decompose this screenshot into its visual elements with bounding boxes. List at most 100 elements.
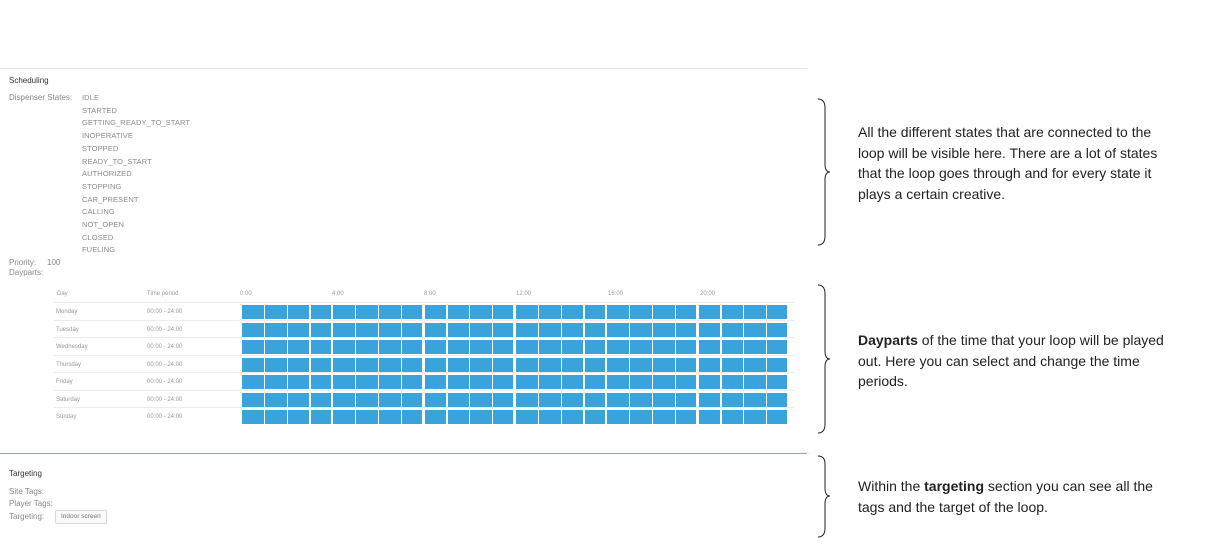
hour-block[interactable] [242, 375, 264, 389]
hour-block[interactable] [561, 357, 584, 372]
hour-block[interactable] [584, 305, 605, 319]
hour-block[interactable] [584, 322, 605, 337]
hour-block[interactable] [493, 375, 514, 389]
hour-block[interactable] [630, 357, 652, 372]
hour-block[interactable] [721, 410, 744, 424]
hour-block[interactable] [630, 392, 652, 407]
hour-block[interactable] [561, 305, 584, 319]
hour-block[interactable] [584, 410, 605, 424]
hour-block[interactable] [744, 305, 767, 319]
hour-block[interactable] [538, 410, 561, 424]
hour-block[interactable] [470, 392, 493, 407]
hour-block[interactable] [493, 357, 514, 372]
hour-block[interactable] [675, 340, 697, 354]
hour-block[interactable] [538, 357, 561, 372]
hour-block[interactable] [744, 340, 767, 354]
hour-block[interactable] [607, 375, 630, 389]
hour-block[interactable] [607, 410, 630, 424]
hour-block[interactable] [333, 375, 356, 389]
targeting-tag[interactable]: Indoor screen [55, 510, 107, 524]
hour-block[interactable] [401, 322, 423, 337]
hour-block[interactable] [242, 392, 264, 407]
hour-block[interactable] [561, 375, 584, 389]
hour-block[interactable] [538, 375, 561, 389]
hour-block[interactable] [447, 305, 470, 319]
hour-block[interactable] [310, 322, 331, 337]
hour-block[interactable] [356, 305, 378, 319]
hour-block[interactable] [470, 340, 493, 354]
hour-block[interactable] [675, 322, 697, 337]
hour-block[interactable] [767, 322, 788, 337]
hour-block[interactable] [584, 340, 605, 354]
hour-block[interactable] [264, 392, 287, 407]
hour-block[interactable] [744, 322, 767, 337]
hour-block[interactable] [242, 340, 264, 354]
hour-block[interactable] [538, 305, 561, 319]
hour-block[interactable] [744, 392, 767, 407]
hour-block[interactable] [424, 375, 447, 389]
hour-block[interactable] [607, 357, 630, 372]
hour-block[interactable] [516, 392, 538, 407]
hour-block[interactable] [447, 340, 470, 354]
hour-block[interactable] [516, 410, 538, 424]
hour-block[interactable] [767, 410, 788, 424]
hour-block[interactable] [242, 305, 264, 319]
hour-block[interactable] [401, 340, 423, 354]
hour-block[interactable] [653, 410, 675, 424]
hour-block[interactable] [287, 357, 310, 372]
hour-block[interactable] [607, 392, 630, 407]
hour-block[interactable] [447, 322, 470, 337]
hour-block[interactable] [264, 340, 287, 354]
hour-block[interactable] [516, 375, 538, 389]
hour-block[interactable] [767, 305, 788, 319]
hour-block[interactable] [287, 305, 310, 319]
hour-block[interactable] [698, 305, 721, 319]
hour-block[interactable] [538, 392, 561, 407]
hour-block[interactable] [516, 305, 538, 319]
hour-block[interactable] [630, 410, 652, 424]
hour-block[interactable] [698, 322, 721, 337]
hour-block[interactable] [584, 375, 605, 389]
hour-block[interactable] [310, 305, 331, 319]
hour-block[interactable] [538, 322, 561, 337]
hour-block[interactable] [379, 340, 401, 354]
hour-block[interactable] [721, 357, 744, 372]
hour-block[interactable] [424, 305, 447, 319]
hour-block[interactable] [698, 410, 721, 424]
hour-block[interactable] [264, 375, 287, 389]
hour-block[interactable] [675, 305, 697, 319]
hour-block[interactable] [561, 410, 584, 424]
hour-block[interactable] [607, 305, 630, 319]
hour-block[interactable] [264, 357, 287, 372]
hour-block[interactable] [561, 392, 584, 407]
hour-block[interactable] [493, 340, 514, 354]
hour-block[interactable] [698, 340, 721, 354]
hour-block[interactable] [675, 392, 697, 407]
hour-block[interactable] [721, 322, 744, 337]
hour-block[interactable] [630, 340, 652, 354]
hour-block[interactable] [310, 410, 331, 424]
hour-block[interactable] [310, 357, 331, 372]
hour-block[interactable] [584, 392, 605, 407]
hour-block[interactable] [653, 357, 675, 372]
hour-block[interactable] [356, 340, 378, 354]
hour-block[interactable] [744, 357, 767, 372]
hour-block[interactable] [287, 375, 310, 389]
hour-block[interactable] [287, 392, 310, 407]
hour-block[interactable] [470, 322, 493, 337]
hour-block[interactable] [493, 305, 514, 319]
hour-block[interactable] [653, 305, 675, 319]
hour-block[interactable] [470, 375, 493, 389]
hour-block[interactable] [561, 340, 584, 354]
hour-block[interactable] [447, 375, 470, 389]
hour-block[interactable] [698, 392, 721, 407]
hour-block[interactable] [767, 340, 788, 354]
hour-block[interactable] [310, 375, 331, 389]
hour-block[interactable] [379, 375, 401, 389]
hour-block[interactable] [424, 340, 447, 354]
hour-block[interactable] [447, 410, 470, 424]
hour-block[interactable] [401, 305, 423, 319]
hour-block[interactable] [333, 322, 356, 337]
hour-block[interactable] [607, 322, 630, 337]
hour-block[interactable] [401, 357, 423, 372]
